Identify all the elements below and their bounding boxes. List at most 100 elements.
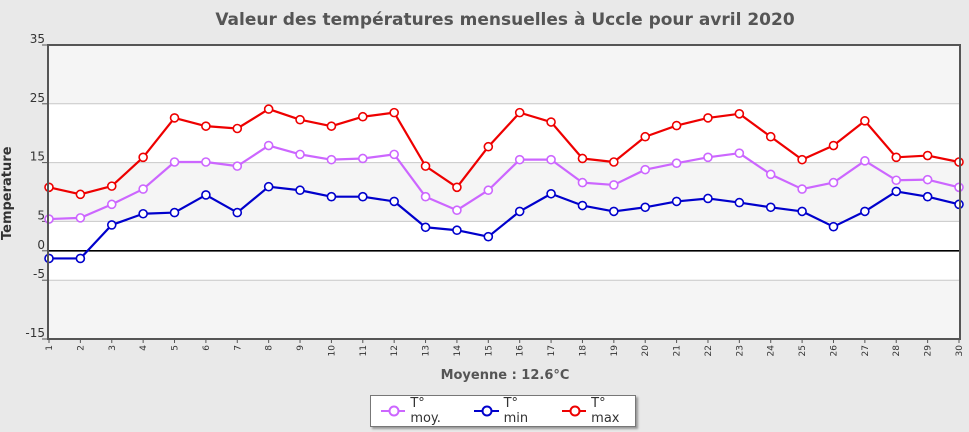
legend-item-min[interactable]: T° min (474, 396, 544, 426)
x-tick-label: 5 (171, 345, 181, 351)
plot-band (48, 103, 960, 163)
data-point (703, 152, 713, 163)
x-tick-label: 3 (108, 345, 118, 351)
data-point (326, 191, 337, 202)
x-tick-label: 30 (955, 345, 965, 357)
data-point (891, 175, 902, 186)
y-tick-label: -15 (25, 326, 45, 340)
y-tick-label: 35 (30, 32, 45, 46)
plot-band (48, 280, 960, 339)
x-tick-label: 10 (327, 345, 337, 357)
data-point (357, 153, 368, 164)
data-point (295, 185, 305, 196)
x-tick-label: 14 (453, 345, 463, 357)
x-tick-label: 6 (202, 345, 212, 351)
data-point (263, 140, 274, 151)
data-point (922, 191, 933, 202)
y-tick-label: 0 (37, 238, 45, 252)
x-tick-label: 1 (45, 345, 55, 351)
data-point (169, 113, 180, 123)
data-point (106, 199, 117, 210)
data-point (734, 148, 745, 158)
data-point (483, 141, 494, 152)
x-tick-label: 19 (610, 345, 620, 357)
plot-band (48, 162, 960, 222)
data-point (546, 154, 556, 165)
x-tick-label: 9 (296, 345, 306, 351)
x-tick-label: 28 (892, 345, 902, 357)
x-tick-label: 7 (233, 345, 243, 351)
data-point (232, 207, 243, 218)
x-tick-label: 11 (359, 345, 369, 356)
data-point (640, 131, 651, 142)
legend-label-max: T° max (591, 396, 620, 426)
data-point (828, 177, 839, 188)
data-point (389, 196, 399, 207)
data-point (765, 131, 776, 142)
data-point (452, 182, 462, 193)
data-point (514, 154, 525, 165)
data-point (828, 221, 839, 232)
plot-frame (47, 44, 961, 340)
data-point (75, 213, 86, 223)
data-point (389, 149, 399, 160)
data-point (201, 157, 211, 167)
data-point (922, 150, 933, 161)
x-tick-label: 18 (578, 345, 588, 357)
x-tick-label: 4 (139, 345, 149, 351)
x-tick-label: 16 (516, 345, 526, 357)
data-point (922, 174, 933, 185)
data-point (232, 161, 243, 171)
data-point (420, 222, 431, 233)
x-tick-label: 29 (924, 345, 934, 357)
data-point (514, 206, 525, 217)
data-point (577, 200, 588, 211)
data-point (263, 181, 274, 192)
data-point (452, 225, 462, 236)
data-point (106, 220, 117, 230)
data-point (514, 107, 525, 118)
data-point (420, 191, 431, 202)
legend-label-min: T° min (503, 396, 529, 426)
data-point (263, 104, 274, 114)
data-point (138, 152, 148, 163)
data-point (703, 113, 713, 123)
data-point (671, 120, 682, 131)
data-point (357, 191, 368, 202)
legend-marker-moy-icon (381, 405, 406, 417)
data-point (389, 107, 399, 118)
chart-legend: T° moy. T° min T° max (370, 395, 636, 427)
data-point (671, 196, 682, 207)
data-point (483, 185, 494, 196)
data-point (295, 114, 305, 125)
data-point (734, 197, 745, 208)
data-point (169, 157, 180, 167)
data-point (357, 111, 368, 122)
data-point (891, 152, 902, 163)
data-point (201, 190, 211, 200)
data-point (797, 154, 807, 165)
x-tick-label: 12 (390, 345, 400, 356)
data-point (609, 157, 619, 167)
legend-item-moy[interactable]: T° moy. (381, 396, 456, 426)
y-tick-label: 25 (30, 91, 45, 105)
x-tick-label: 21 (673, 345, 683, 356)
data-point (860, 116, 870, 126)
x-tick-label: 27 (861, 345, 871, 356)
data-point (828, 140, 839, 151)
y-tick-label: 5 (37, 208, 45, 222)
x-tick-label: 22 (704, 345, 714, 356)
legend-item-max[interactable]: T° max (561, 396, 635, 426)
data-point (671, 158, 682, 168)
x-tick-label: 23 (735, 345, 745, 356)
data-point (106, 181, 117, 191)
y-tick-label: -5 (33, 267, 45, 281)
data-point (797, 206, 807, 217)
legend-marker-max-icon (561, 405, 587, 417)
data-point (138, 184, 148, 194)
data-point (546, 117, 556, 127)
data-point (577, 177, 588, 188)
data-point (201, 121, 211, 131)
x-tick-label: 2 (76, 345, 86, 351)
x-tick-label: 13 (422, 345, 432, 356)
